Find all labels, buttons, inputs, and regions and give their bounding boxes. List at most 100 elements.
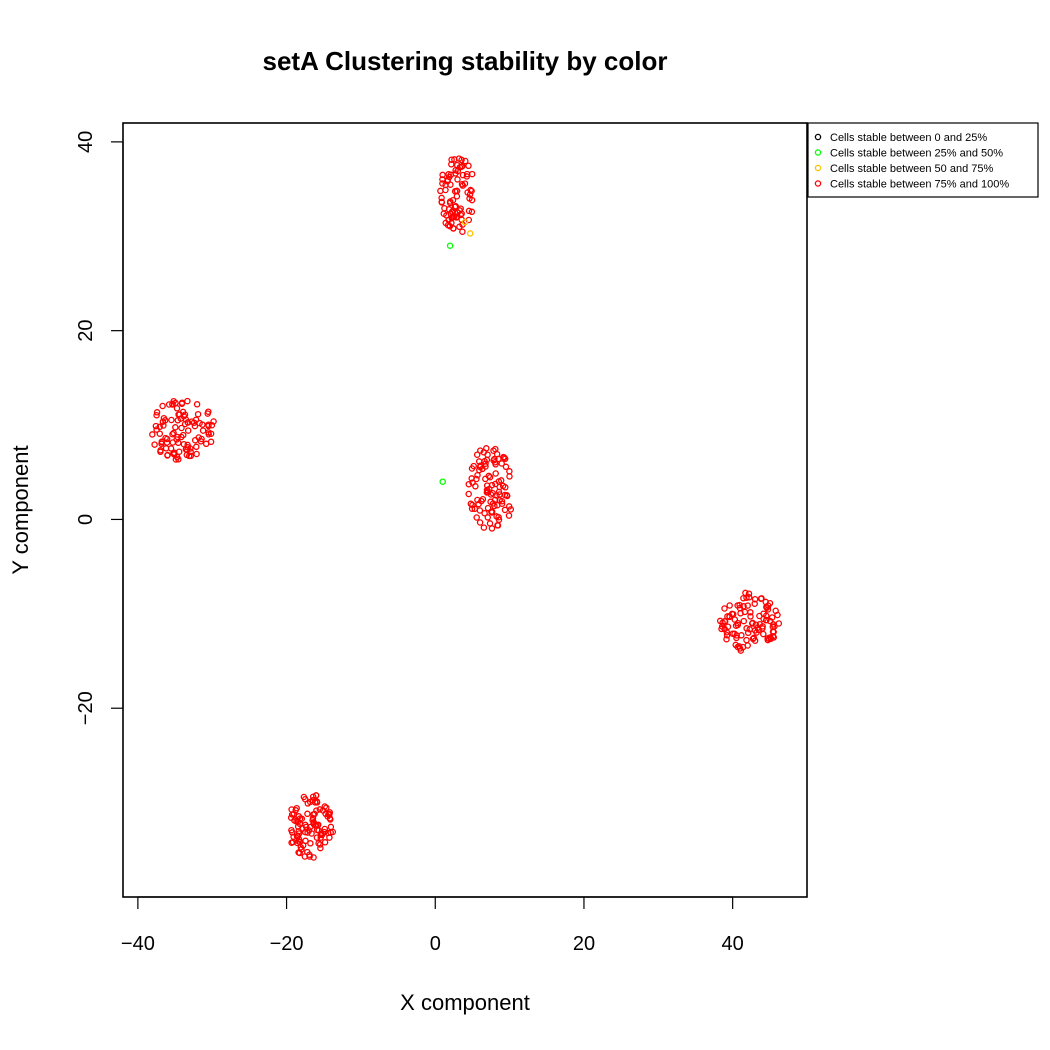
data-point bbox=[152, 422, 160, 430]
data-point bbox=[178, 433, 185, 441]
data-point bbox=[163, 435, 171, 443]
data-point bbox=[440, 210, 448, 217]
data-point bbox=[208, 421, 216, 429]
data-point bbox=[473, 451, 481, 458]
data-point bbox=[455, 155, 463, 162]
data-point bbox=[193, 401, 201, 408]
data-point bbox=[153, 426, 160, 433]
data-points bbox=[149, 155, 783, 861]
data-point bbox=[768, 614, 776, 621]
data-point bbox=[468, 208, 476, 216]
data-point bbox=[304, 848, 311, 856]
data-point bbox=[184, 444, 192, 451]
data-point bbox=[304, 800, 312, 807]
data-point bbox=[184, 419, 192, 426]
data-point bbox=[729, 630, 736, 637]
data-point bbox=[319, 807, 327, 814]
data-point bbox=[442, 186, 449, 194]
data-point bbox=[327, 829, 334, 836]
data-point bbox=[495, 478, 503, 485]
data-point bbox=[758, 595, 765, 602]
data-point bbox=[747, 609, 754, 616]
data-point bbox=[735, 643, 743, 650]
data-point bbox=[184, 427, 192, 434]
data-point bbox=[313, 834, 321, 841]
data-point bbox=[450, 225, 457, 232]
data-point bbox=[317, 844, 324, 852]
data-point bbox=[744, 642, 751, 649]
y-tick-label: −20 bbox=[75, 691, 97, 725]
data-point bbox=[458, 180, 466, 188]
data-point bbox=[719, 619, 726, 627]
data-point bbox=[753, 629, 760, 636]
data-point bbox=[461, 218, 469, 226]
data-point bbox=[463, 173, 471, 180]
data-point bbox=[747, 613, 754, 620]
data-point bbox=[771, 623, 778, 630]
data-point bbox=[158, 438, 166, 446]
data-point bbox=[172, 424, 179, 431]
data-point bbox=[299, 842, 307, 849]
data-point bbox=[464, 189, 471, 196]
data-point bbox=[501, 506, 509, 514]
data-point bbox=[743, 636, 750, 644]
data-point bbox=[210, 418, 217, 425]
data-point bbox=[444, 221, 452, 229]
data-point bbox=[476, 466, 483, 474]
legend-entry: Cells stable between 0 and 25% bbox=[830, 132, 987, 144]
data-point bbox=[502, 484, 509, 491]
data-point bbox=[734, 602, 741, 609]
data-point bbox=[321, 839, 329, 846]
data-point bbox=[458, 210, 465, 217]
legend-entry: Cells stable between 25% and 50% bbox=[830, 148, 1003, 160]
data-point bbox=[469, 479, 476, 486]
data-point bbox=[193, 443, 200, 451]
data-point bbox=[192, 416, 200, 424]
data-point bbox=[751, 600, 758, 607]
data-point bbox=[324, 813, 331, 820]
data-point bbox=[492, 470, 499, 477]
data-point bbox=[153, 409, 161, 416]
data-point bbox=[468, 187, 475, 195]
legend-box bbox=[807, 122, 1039, 198]
data-point bbox=[474, 496, 481, 504]
data-point bbox=[764, 636, 772, 644]
data-point bbox=[445, 206, 453, 213]
data-point bbox=[724, 613, 731, 620]
data-point bbox=[466, 230, 474, 237]
data-point bbox=[446, 242, 454, 249]
x-axis-label: X component bbox=[400, 990, 530, 1015]
data-point bbox=[740, 603, 747, 610]
data-point bbox=[313, 826, 321, 834]
data-point bbox=[498, 460, 505, 467]
data-point bbox=[451, 203, 459, 211]
data-point bbox=[168, 416, 175, 424]
data-point bbox=[742, 589, 749, 597]
data-point bbox=[726, 602, 733, 609]
data-point bbox=[170, 450, 177, 457]
data-point bbox=[173, 405, 181, 412]
data-point bbox=[202, 440, 210, 448]
data-point bbox=[156, 430, 164, 437]
data-point bbox=[310, 819, 317, 826]
data-point bbox=[295, 849, 302, 856]
data-point bbox=[481, 509, 488, 517]
data-point bbox=[444, 176, 452, 184]
x-tick-label: 20 bbox=[573, 933, 595, 955]
data-point bbox=[465, 480, 473, 488]
data-point bbox=[469, 501, 476, 509]
data-point bbox=[456, 163, 464, 171]
data-point bbox=[288, 806, 295, 813]
data-point bbox=[439, 180, 446, 187]
data-point bbox=[456, 223, 463, 231]
data-point bbox=[165, 401, 173, 408]
data-point bbox=[769, 633, 777, 640]
data-point bbox=[454, 176, 461, 183]
data-point bbox=[205, 429, 212, 436]
data-point bbox=[475, 500, 482, 508]
data-point bbox=[459, 228, 466, 235]
data-point bbox=[185, 452, 193, 460]
data-point bbox=[327, 823, 335, 831]
data-point bbox=[439, 478, 446, 485]
